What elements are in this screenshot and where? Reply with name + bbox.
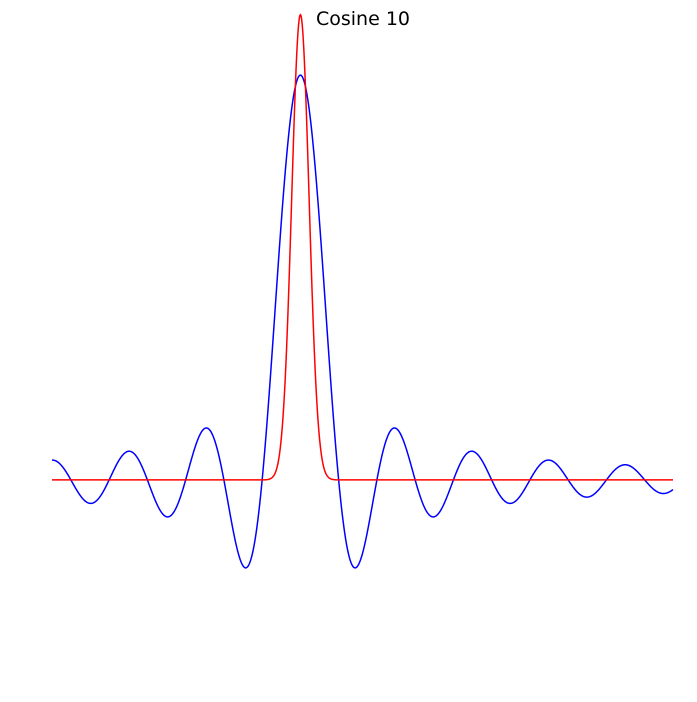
- series-line-red: [52, 13, 673, 481]
- series-line-blue: [51, 74, 674, 569]
- plot-area: [51, 13, 674, 569]
- chart-title: Cosine 10: [316, 8, 410, 30]
